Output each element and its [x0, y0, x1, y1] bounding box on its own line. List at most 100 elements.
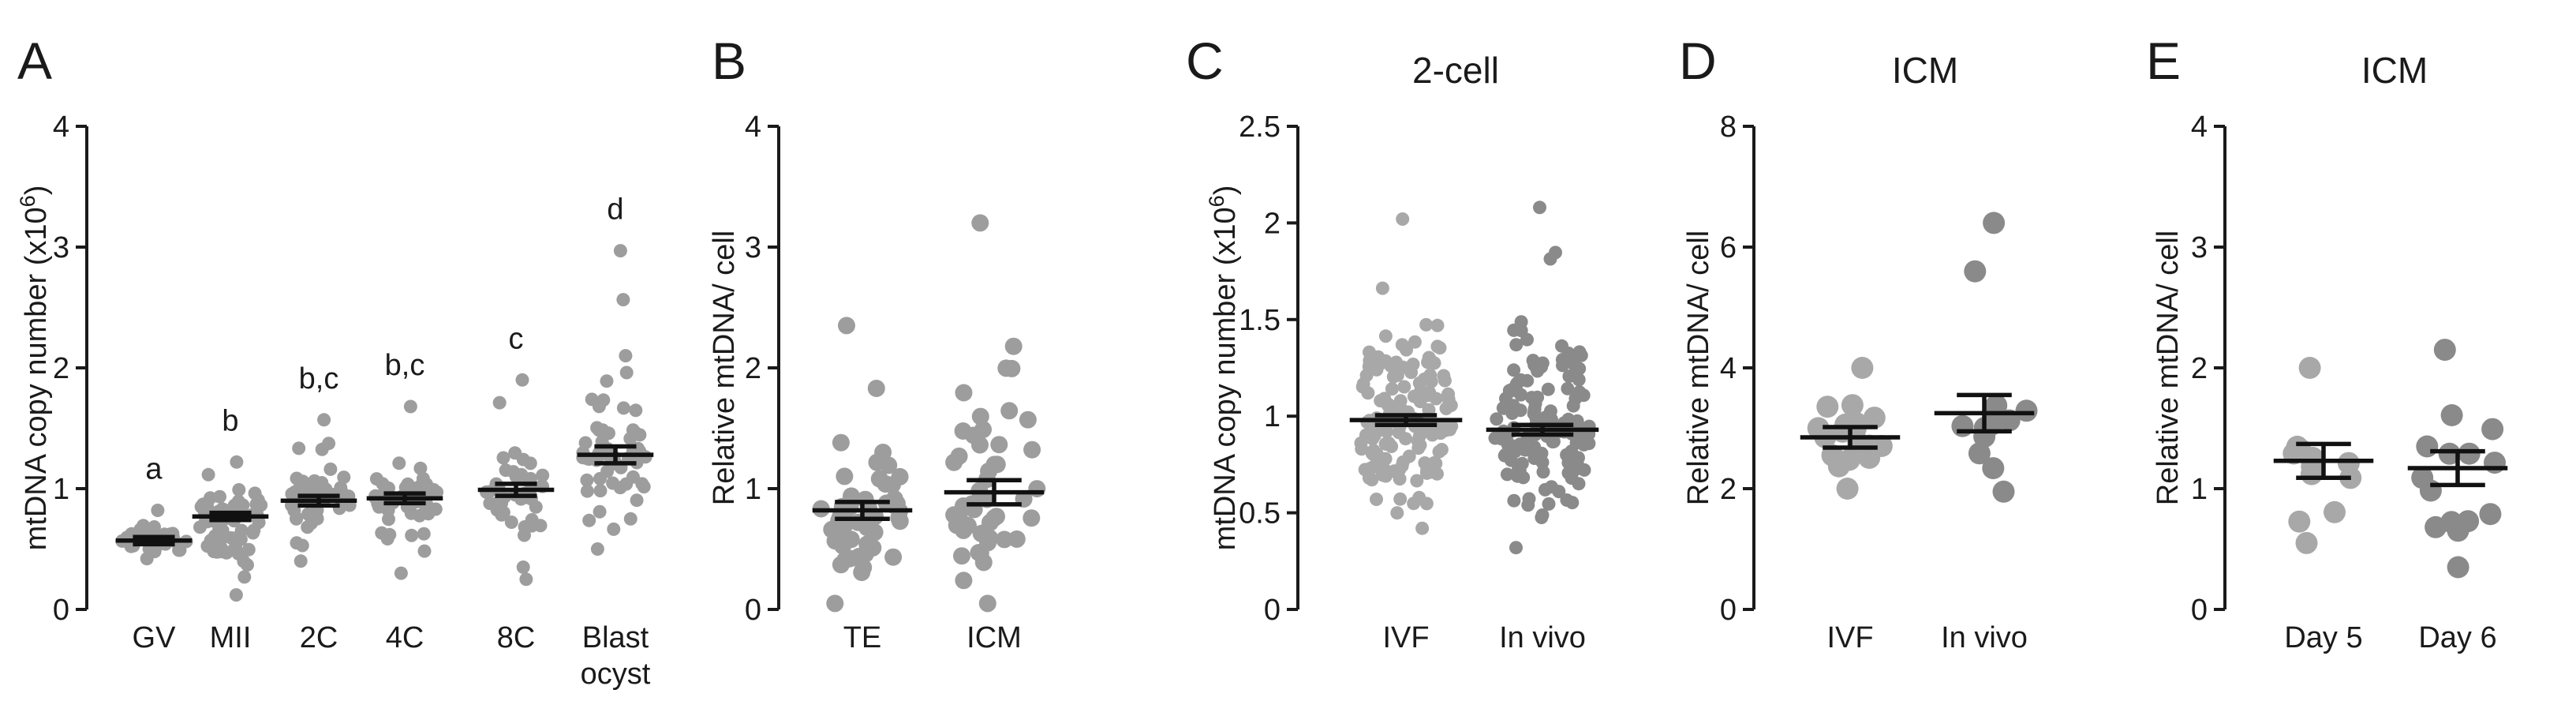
y-tick-label: 2	[1720, 473, 1737, 506]
y-tick-label: 2	[53, 352, 69, 385]
data-point	[1412, 429, 1426, 443]
category-group: d Blast ocyst	[576, 193, 654, 691]
data-point	[496, 505, 510, 519]
y-tick-label: 8	[1720, 111, 1737, 144]
data-point	[1375, 467, 1389, 481]
data-point	[508, 446, 522, 460]
data-point	[248, 486, 262, 500]
y-axis-title: Relative mtDNA/ cell	[708, 231, 741, 505]
data-point	[1577, 463, 1591, 477]
data-point	[1985, 394, 2008, 417]
data-point	[413, 508, 427, 523]
y-axis-title-text: Relative mtDNA/ cell	[708, 231, 741, 505]
data-point	[593, 504, 607, 519]
data-point	[1509, 444, 1523, 459]
data-point	[1362, 471, 1376, 485]
category-label: 2C	[300, 621, 338, 654]
data-point	[582, 513, 596, 527]
y-axis-title: Relative mtDNA/ cell	[1682, 231, 1715, 505]
data-point	[2433, 339, 2456, 362]
data-point	[1836, 478, 1859, 500]
data-point	[593, 484, 608, 498]
data-point	[623, 512, 637, 526]
y-tick-label: 3	[2191, 231, 2208, 264]
data-point	[1408, 335, 1422, 349]
data-point	[1520, 373, 1535, 388]
y-tick-label: 0	[2191, 594, 2208, 627]
data-point	[1393, 394, 1408, 408]
data-point	[990, 436, 1008, 454]
data-point	[536, 468, 550, 482]
data-point	[403, 399, 417, 414]
data-point	[194, 500, 208, 514]
category-group: ICM	[944, 214, 1046, 654]
panel-letter: A	[17, 32, 52, 90]
data-point	[290, 471, 304, 485]
significance-letter: b,c	[385, 349, 425, 382]
data-point	[1560, 448, 1574, 462]
data-point	[518, 528, 531, 542]
data-point	[832, 556, 850, 574]
data-point	[376, 477, 390, 491]
data-point	[1390, 368, 1404, 382]
category-label: GV	[133, 621, 177, 654]
category-group: IVF	[1800, 357, 1901, 654]
data-point	[1533, 201, 1546, 215]
data-point	[519, 572, 533, 587]
data-point	[230, 455, 244, 469]
data-point	[1528, 396, 1542, 410]
data-point	[1555, 339, 1568, 353]
data-point	[1389, 355, 1404, 369]
y-tick-label: 1	[53, 473, 69, 506]
data-point	[1507, 363, 1521, 377]
data-point	[838, 317, 855, 335]
category-label: Blast	[582, 621, 649, 654]
data-point	[580, 484, 594, 498]
data-point	[1381, 436, 1396, 450]
significance-letter: b,c	[299, 362, 339, 395]
data-point	[293, 554, 308, 568]
data-point	[315, 442, 329, 456]
category-label: 8C	[497, 621, 536, 654]
data-point	[1378, 329, 1393, 343]
y-tick-label: 2	[745, 352, 761, 385]
y-tick-label: 2	[1264, 207, 1281, 240]
data-point	[1951, 414, 1974, 437]
category-label: ICM	[966, 621, 1022, 654]
category-group: b,c 4C	[366, 349, 444, 654]
y-tick-label: 1	[745, 473, 761, 506]
data-point	[1433, 341, 1447, 355]
panel-b: B 0 1 2 3 4 Relative mtDNA/ cell TE ICM	[708, 32, 1046, 654]
panel-letter: B	[712, 32, 746, 90]
data-point	[1543, 252, 1557, 266]
panel-a: A 0 1 2 3 4 mtDNA copy number (x106) a GV b MII b,c…	[16, 32, 654, 691]
data-point	[232, 483, 246, 497]
panel-e: E ICM 0 1 2 3 4 Relative mtDNA/ cell Day 5 Day 6	[2146, 32, 2508, 654]
data-point	[1509, 338, 1524, 352]
panel-title: 2-cell	[1412, 50, 1499, 91]
y-axis-title: mtDNA copy number (x106)	[1205, 186, 1242, 551]
data-point	[1514, 388, 1528, 402]
data-point	[1512, 461, 1526, 475]
data-point	[1542, 497, 1556, 511]
data-point	[606, 476, 620, 490]
y-tick-label: 0	[745, 594, 761, 627]
y-axis-title-superscript: 6	[1205, 195, 1228, 207]
data-point	[1419, 317, 1434, 332]
category-group: In vivo	[1934, 212, 2038, 654]
data-point	[996, 530, 1013, 549]
data-point	[1423, 368, 1438, 382]
category-group: a GV	[115, 453, 193, 654]
data-point	[417, 544, 432, 558]
data-point	[1565, 496, 1580, 510]
data-point	[1361, 430, 1375, 444]
data-point	[1983, 212, 2006, 234]
data-point	[1863, 407, 1886, 429]
data-point	[1500, 467, 1514, 482]
data-point	[619, 365, 634, 380]
data-point	[323, 462, 338, 476]
data-point	[619, 349, 633, 363]
data-point	[826, 594, 844, 613]
data-point	[1000, 402, 1019, 420]
data-point	[297, 481, 311, 494]
